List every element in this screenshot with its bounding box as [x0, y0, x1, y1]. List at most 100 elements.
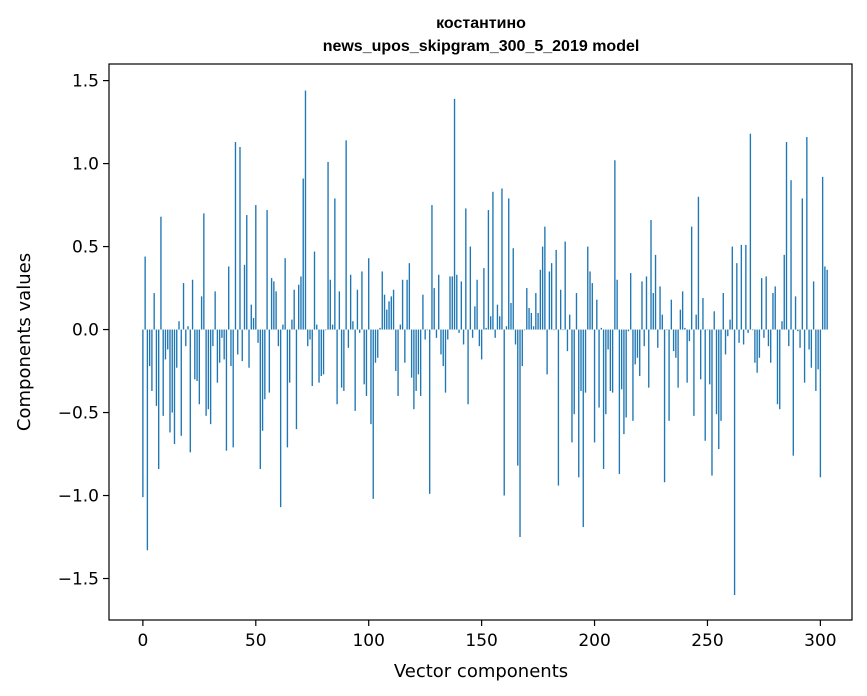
bar-197: [587, 246, 589, 330]
bar-141: [460, 281, 462, 330]
bar-282: [779, 329, 781, 410]
bar-171: [528, 307, 530, 330]
bar-50: [255, 205, 257, 330]
bar-169: [523, 329, 526, 331]
bar-288: [792, 329, 794, 456]
bar-281: [776, 329, 779, 405]
bar-10: [164, 329, 167, 360]
bar-242: [688, 329, 691, 342]
bar-225: [650, 220, 652, 330]
bar-92: [349, 274, 352, 330]
bar-185: [559, 289, 562, 330]
bar-254: [715, 329, 718, 415]
bar-72: [304, 90, 307, 330]
bar-116: [404, 329, 406, 363]
bar-101: [370, 329, 372, 425]
bar-204: [602, 329, 605, 469]
x-axis-label: Vector components: [394, 661, 568, 682]
bar-119: [410, 329, 413, 378]
bar-273: [758, 329, 761, 358]
bar-54: [264, 329, 266, 400]
bar-262: [733, 329, 736, 596]
bar-36: [223, 329, 225, 360]
bar-124: [422, 294, 424, 330]
bar-177: [541, 246, 544, 330]
bar-28: [205, 329, 207, 416]
y-axis-label: Components values: [14, 253, 35, 431]
bar-149: [478, 329, 481, 347]
bar-69: [298, 284, 300, 330]
bar-147: [474, 306, 476, 330]
bar-45: [243, 264, 246, 330]
bar-231: [663, 329, 666, 483]
bar-196: [584, 329, 587, 393]
bar-1: [144, 256, 146, 330]
bar-194: [580, 329, 582, 391]
bar-137: [451, 276, 453, 330]
bar-251: [709, 329, 711, 385]
bar-57: [270, 278, 273, 330]
bar-94: [354, 329, 356, 411]
bar-245: [695, 314, 697, 330]
bar-184: [557, 329, 560, 486]
bar-287: [790, 180, 792, 330]
bar-170: [526, 288, 528, 330]
bar-14: [173, 329, 176, 445]
bar-220: [639, 329, 641, 377]
bar-176: [539, 269, 542, 330]
bar-126: [426, 329, 429, 331]
bar-138: [453, 98, 456, 330]
bar-161: [505, 326, 508, 330]
bar-226: [652, 293, 654, 330]
bar-52: [259, 329, 261, 469]
bar-78: [318, 329, 320, 383]
bar-276: [765, 276, 767, 330]
bar-173: [532, 326, 535, 330]
y-tick-label-6: −1.5: [58, 570, 99, 590]
bar-121: [415, 329, 417, 391]
bar-207: [609, 329, 612, 391]
bar-289: [794, 296, 797, 330]
bar-223: [645, 276, 648, 330]
bar-37: [225, 329, 228, 451]
bar-73: [307, 329, 309, 347]
bar-230: [661, 314, 663, 330]
plot-area-frame: [108, 63, 853, 621]
bar-277: [767, 329, 770, 347]
bar-160: [503, 329, 505, 496]
bar-25: [198, 329, 201, 405]
bar-265: [740, 244, 743, 330]
bar-243: [690, 226, 693, 330]
bar-128: [431, 205, 433, 330]
bar-132: [440, 329, 442, 355]
bar-285: [785, 142, 788, 330]
bar-40: [232, 329, 234, 448]
bar-125: [424, 329, 426, 340]
bar-229: [659, 286, 661, 330]
bar-95: [356, 289, 359, 330]
bar-111: [392, 289, 395, 330]
bar-253: [713, 311, 715, 330]
bar-154: [489, 316, 492, 330]
bar-49: [252, 317, 255, 330]
bar-32: [214, 291, 216, 330]
x-tick-label-300: 300: [804, 631, 836, 651]
bar-62: [282, 324, 284, 330]
bar-27: [203, 213, 205, 330]
bar-9: [162, 329, 164, 416]
bar-157: [496, 304, 499, 330]
bar-162: [508, 198, 510, 330]
bar-80: [322, 329, 325, 375]
bar-259: [727, 329, 729, 337]
bar-274: [760, 278, 763, 330]
bar-30: [209, 329, 212, 425]
bar-26: [200, 296, 203, 330]
bar-258: [724, 329, 727, 355]
bar-51: [257, 329, 259, 343]
bar-12: [169, 329, 171, 433]
bar-228: [657, 329, 659, 348]
bar-67: [293, 289, 295, 330]
bar-65: [288, 329, 291, 383]
bar-136: [449, 276, 451, 330]
bar-200: [593, 329, 596, 443]
